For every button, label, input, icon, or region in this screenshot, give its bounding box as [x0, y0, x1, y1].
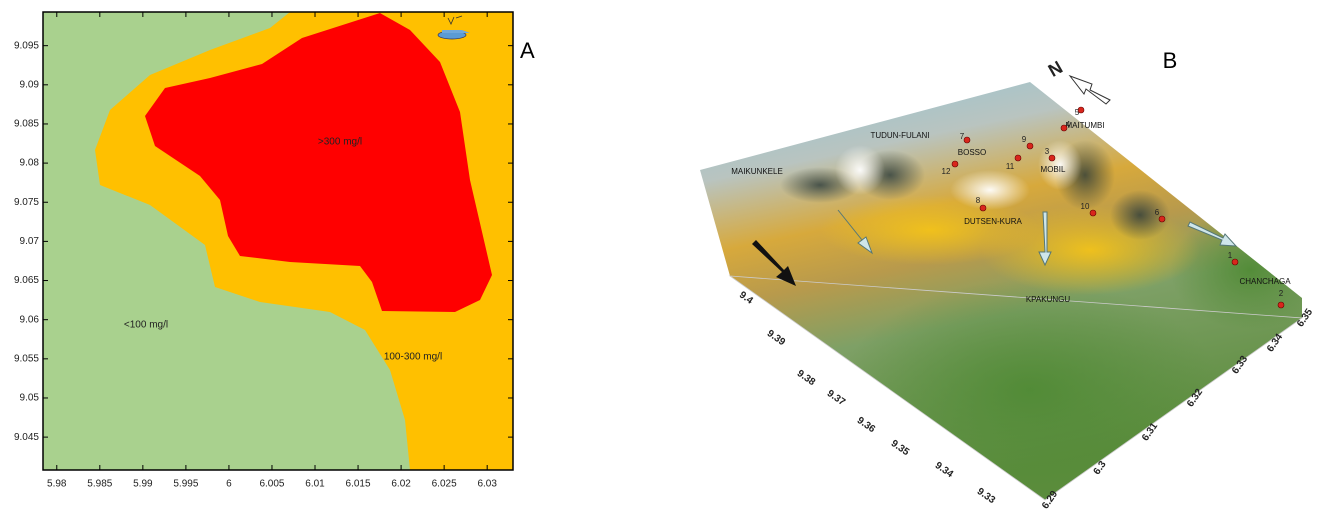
panel-label: B: [1163, 48, 1178, 73]
zone-label: 100-300 mg/l: [384, 352, 442, 363]
place-label: TUDUN-FULANI: [870, 131, 929, 140]
zone-label: >300 mg/l: [318, 137, 362, 148]
y-tick-label: 9.095: [14, 40, 39, 51]
station-dot: [980, 205, 986, 211]
station-label: 1: [1228, 251, 1233, 260]
y-tick-label: 9.05: [20, 393, 40, 404]
station-label: 4: [1066, 120, 1071, 129]
y-tick-label: 9.045: [14, 432, 39, 443]
station-dot: [1015, 155, 1021, 161]
x-tick-label: 5.99: [133, 479, 153, 490]
x-tick-label: 6.01: [305, 479, 325, 490]
place-label: CHANCHAGA: [1239, 277, 1291, 286]
panel-label: A: [520, 38, 535, 63]
y-tick-label: 9.085: [14, 119, 39, 130]
panel-a: 5.98 5.985 5.99 5.995 6 6.005 6.01 6.015 6.02 6.0…: [14, 12, 535, 490]
x-tick-label: 6.03: [477, 479, 497, 490]
place-label: MAITUMBI: [1065, 121, 1104, 130]
figure: 5.98 5.985 5.99 5.995 6 6.005 6.01 6.015 6.02 6.0…: [0, 0, 1325, 517]
station-dot: [1159, 216, 1165, 222]
y-tick-label: 9.075: [14, 197, 39, 208]
lat-tick-label: 9.39: [765, 328, 788, 348]
y-tick-label: 9.08: [20, 158, 40, 169]
station-dot: [1049, 155, 1055, 161]
station-label: 12: [942, 167, 951, 176]
place-label: KPAKUNGU: [1026, 295, 1071, 304]
x-tick-label: 6.005: [259, 479, 284, 490]
station-label: 2: [1279, 289, 1284, 298]
x-tick-label: 5.98: [47, 479, 67, 490]
station-dot: [952, 161, 958, 167]
station-label: 10: [1081, 202, 1090, 211]
station-label: 11: [1006, 162, 1015, 171]
place-label: MAIKUNKELE: [731, 167, 783, 176]
lat-tick-label: 9.33: [975, 486, 998, 506]
lat-tick-label: 9.36: [855, 415, 878, 435]
place-label: DUTSEN-KURA: [964, 217, 1022, 226]
lat-tick-label: 9.38: [795, 368, 818, 388]
station-label: 3: [1045, 147, 1050, 156]
station-dot: [1090, 210, 1096, 216]
station-dot: [1278, 302, 1284, 308]
x-tick-label: 5.995: [173, 479, 198, 490]
x-tick-label: 6.015: [346, 479, 371, 490]
place-label: BOSSO: [958, 148, 986, 157]
place-label: MOBIL: [1041, 165, 1066, 174]
station-dot: [1232, 259, 1238, 265]
station-label: 8: [976, 196, 981, 205]
station-label: 5: [1075, 108, 1080, 117]
panel-b: N MAITUMBI TUDUN-FULANI BOSSO MOBIL MAIKUNKE…: [700, 48, 1325, 511]
station-dot: [1027, 143, 1033, 149]
station-label: 7: [960, 132, 965, 141]
x-tick-label: 6.02: [391, 479, 411, 490]
zone-label: <100 mg/l: [124, 320, 168, 331]
x-tick-label: 6: [226, 479, 232, 490]
station-dot: [964, 137, 970, 143]
lat-tick-label: 9.34: [933, 460, 956, 480]
y-tick-label: 9.06: [20, 314, 40, 325]
station-label: 6: [1155, 208, 1160, 217]
x-tick-label: 5.985: [87, 479, 112, 490]
y-tick-label: 9.09: [20, 79, 40, 90]
y-tick-label: 9.07: [20, 236, 40, 247]
y-tick-label: 9.055: [14, 353, 39, 364]
lat-tick-label: 9.37: [825, 388, 848, 408]
x-tick-label: 6.025: [432, 479, 457, 490]
station-label: 9: [1022, 135, 1027, 144]
y-tick-label: 9.065: [14, 275, 39, 286]
north-label: N: [1045, 57, 1066, 81]
lat-tick-label: 9.35: [889, 438, 912, 458]
